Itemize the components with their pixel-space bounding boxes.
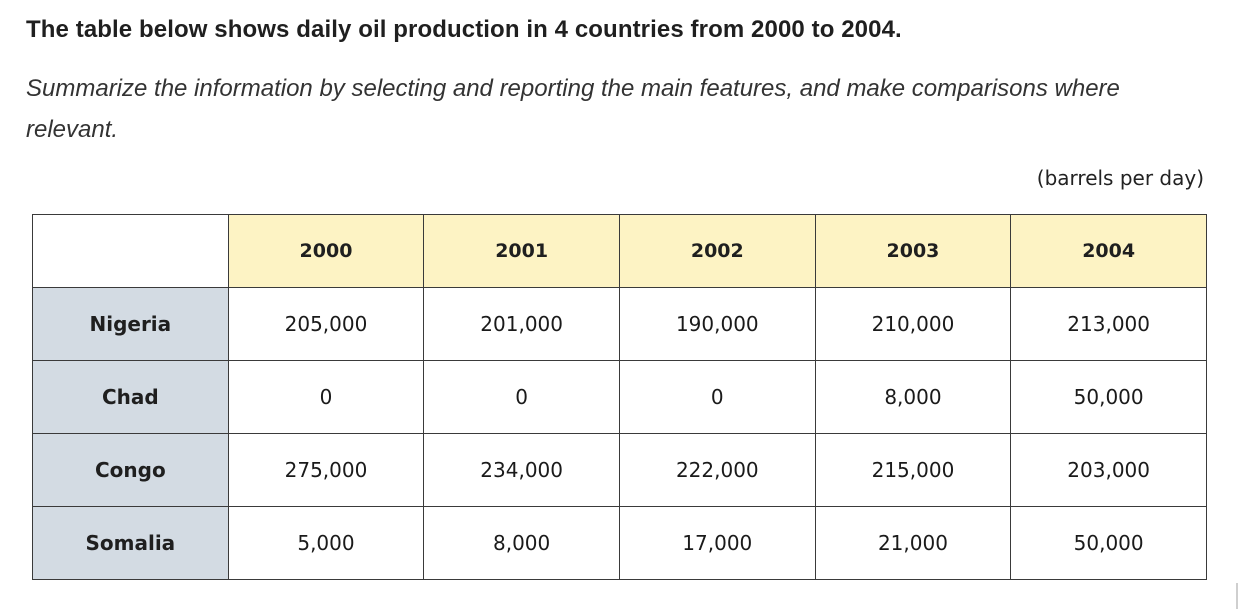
value-cell: 213,000 xyxy=(1010,287,1207,361)
value-cell: 222,000 xyxy=(618,433,816,507)
unit-label: (barrels per day) xyxy=(1036,166,1204,190)
value-cell: 0 xyxy=(423,360,620,434)
table-row-congo: Congo 275,000 234,000 222,000 215,000 20… xyxy=(32,433,1207,507)
value-cell: 0 xyxy=(227,360,425,434)
year-header-2001: 2001 xyxy=(423,214,620,288)
value-cell: 0 xyxy=(618,360,816,434)
value-cell: 50,000 xyxy=(1010,506,1207,580)
header-row: 2000 2001 2002 2003 2004 xyxy=(32,214,1207,288)
task-instruction: Summarize the information by selecting a… xyxy=(26,75,1120,143)
value-cell: 203,000 xyxy=(1010,433,1207,507)
value-cell: 8,000 xyxy=(814,360,1012,434)
value-cell: 275,000 xyxy=(227,433,425,507)
value-cell: 234,000 xyxy=(423,433,620,507)
value-cell: 190,000 xyxy=(618,287,816,361)
table-row-chad: Chad 0 0 0 8,000 50,000 xyxy=(32,360,1207,434)
corner-cell xyxy=(32,214,229,288)
year-header-2004: 2004 xyxy=(1010,214,1207,288)
value-cell: 215,000 xyxy=(814,433,1012,507)
value-cell: 50,000 xyxy=(1010,360,1207,434)
value-cell: 8,000 xyxy=(423,506,620,580)
table-row-somalia: Somalia 5,000 8,000 17,000 21,000 50,000 xyxy=(32,506,1207,580)
year-header-2002: 2002 xyxy=(618,214,816,288)
country-cell: Congo xyxy=(32,433,229,507)
task-title: The table below shows daily oil producti… xyxy=(26,16,902,43)
value-cell: 201,000 xyxy=(423,287,620,361)
value-cell: 21,000 xyxy=(814,506,1012,580)
country-cell: Chad xyxy=(32,360,229,434)
country-cell: Nigeria xyxy=(32,287,229,361)
value-cell: 205,000 xyxy=(227,287,425,361)
oil-production-table: 2000 2001 2002 2003 2004 Nigeria 205,000… xyxy=(32,214,1207,580)
value-cell: 17,000 xyxy=(618,506,816,580)
scrollbar-edge[interactable] xyxy=(1236,583,1238,609)
table-row-nigeria: Nigeria 205,000 201,000 190,000 210,000 … xyxy=(32,287,1207,361)
year-header-2000: 2000 xyxy=(227,214,425,288)
value-cell: 5,000 xyxy=(227,506,425,580)
year-header-2003: 2003 xyxy=(814,214,1012,288)
country-cell: Somalia xyxy=(32,506,229,580)
value-cell: 210,000 xyxy=(814,287,1012,361)
